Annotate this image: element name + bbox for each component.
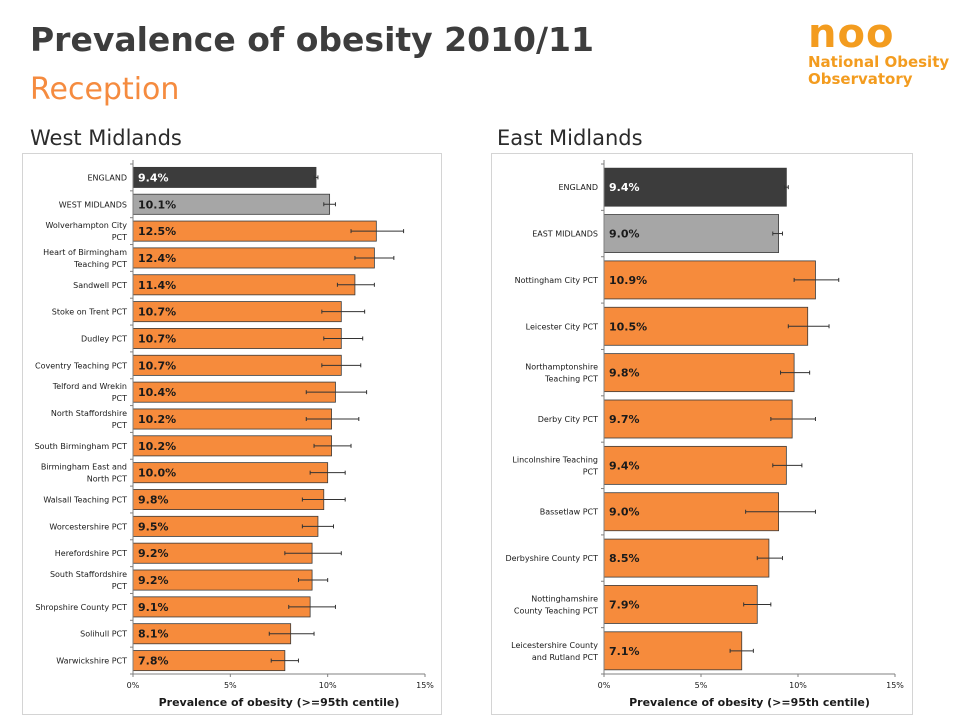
category-label: Heart of Birmingham	[43, 248, 127, 257]
bar	[603, 585, 758, 624]
category-label: Nottingham City PCT	[515, 276, 598, 285]
x-tick-label: 5%	[695, 681, 708, 690]
category-label: Solihull PCT	[80, 630, 127, 639]
logo-name-line-2: Observatory	[808, 70, 913, 88]
category-label: North Staffordshire	[51, 409, 127, 418]
category-label: Bassetlaw PCT	[540, 508, 598, 517]
x-tick-label: 15%	[886, 681, 904, 690]
data-label: 7.8%	[138, 655, 169, 668]
data-label: 9.4%	[609, 181, 640, 194]
x-tick-label: 15%	[416, 681, 434, 690]
data-label: 9.4%	[609, 459, 640, 472]
x-tick-label: 5%	[224, 681, 237, 690]
category-label: Leicester City PCT	[526, 322, 598, 331]
data-label: 10.7%	[138, 306, 176, 319]
west-midlands-heading: West Midlands	[30, 126, 182, 150]
category-label: WEST MIDLANDS	[59, 200, 127, 209]
data-label: 7.1%	[609, 645, 640, 658]
bar	[603, 306, 809, 346]
category-label: PCT	[112, 233, 127, 242]
category-label: Sandwell PCT	[73, 281, 127, 290]
category-label: ENGLAND	[559, 183, 599, 192]
category-label: Walsall Teaching PCT	[43, 496, 127, 505]
category-label: County Teaching PCT	[514, 606, 598, 615]
category-label: Worcestershire PCT	[49, 522, 127, 531]
data-label: 9.4%	[138, 171, 169, 184]
x-tick-label: 10%	[789, 681, 807, 690]
page-title: Prevalence of obesity 2010/11	[30, 20, 594, 59]
category-label: Herefordshire PCT	[55, 549, 127, 558]
data-label: 11.4%	[138, 279, 176, 292]
data-label: 10.7%	[138, 332, 176, 345]
category-label: PCT	[112, 582, 127, 591]
data-label: 8.1%	[138, 628, 169, 641]
x-tick-label: 10%	[319, 681, 337, 690]
data-label: 10.0%	[138, 467, 176, 480]
data-label: 10.4%	[138, 386, 176, 399]
category-label: PCT	[112, 421, 127, 430]
data-label: 9.8%	[138, 494, 169, 507]
data-label: 9.2%	[138, 574, 169, 587]
data-label: 9.1%	[138, 601, 169, 614]
bar	[603, 260, 816, 300]
category-label: North PCT	[87, 475, 127, 484]
data-label: 8.5%	[609, 552, 640, 565]
data-label: 9.8%	[609, 367, 640, 380]
bar	[603, 214, 780, 253]
data-label: 12.4%	[138, 252, 176, 265]
x-axis-label: Prevalence of obesity (>=95th centile)	[629, 696, 870, 709]
east-midlands-chart-svg: ENGLAND 9.4% EAST MIDLANDS 9.0% Nottingham C…	[505, 160, 904, 709]
category-label: PCT	[583, 467, 598, 476]
logo-short-name: noo	[808, 11, 895, 57]
category-label: EAST MIDLANDS	[532, 230, 598, 239]
category-label: Stoke on Trent PCT	[52, 308, 127, 317]
logo-name-line-1: National Obesity	[808, 53, 950, 71]
data-label: 10.5%	[609, 320, 647, 333]
x-axis-label: Prevalence of obesity (>=95th centile)	[159, 696, 400, 709]
category-label: and Rutland PCT	[532, 653, 598, 662]
category-label: Teaching PCT	[544, 375, 598, 384]
data-label: 10.1%	[138, 198, 176, 211]
category-label: Derbyshire County PCT	[505, 554, 598, 563]
category-label: Northamptonshire	[525, 363, 598, 372]
category-label: Derby City PCT	[538, 415, 598, 424]
data-label: 10.7%	[138, 359, 176, 372]
category-label: ENGLAND	[88, 173, 128, 182]
category-label: Telford and Wrekin	[52, 382, 127, 391]
west-midlands-chart: ENGLAND 9.4% WEST MIDLANDS 10.1% Wolverhampt…	[22, 153, 442, 715]
data-label: 12.5%	[138, 225, 176, 238]
x-tick-label: 0%	[127, 681, 140, 690]
noo-logo: noo National Obesity Observatory	[808, 14, 949, 88]
category-label: Lincolnshire Teaching	[512, 455, 598, 464]
data-label: 10.2%	[138, 413, 176, 426]
east-midlands-chart: ENGLAND 9.4% EAST MIDLANDS 9.0% Nottingham C…	[491, 153, 913, 715]
category-label: Teaching PCT	[73, 260, 127, 269]
category-label: South Staffordshire	[50, 570, 127, 579]
data-label: 9.5%	[138, 520, 169, 533]
data-label: 9.2%	[138, 547, 169, 560]
category-label: Coventry Teaching PCT	[35, 361, 127, 370]
data-label: 7.9%	[609, 598, 640, 611]
data-label: 9.0%	[609, 228, 640, 241]
category-label: Warwickshire PCT	[56, 657, 127, 666]
east-midlands-heading: East Midlands	[497, 126, 643, 150]
category-label: South Birmingham PCT	[35, 442, 128, 451]
data-label: 9.0%	[609, 506, 640, 519]
x-tick-label: 0%	[598, 681, 611, 690]
category-label: Shropshire County PCT	[35, 603, 127, 612]
data-label: 10.2%	[138, 440, 176, 453]
bar	[603, 538, 770, 578]
category-label: PCT	[112, 394, 127, 403]
data-label: 9.7%	[609, 413, 640, 426]
category-label: Birmingham East and	[41, 463, 127, 472]
category-label: Leicestershire County	[511, 641, 598, 650]
category-label: Wolverhampton City	[45, 221, 127, 230]
category-label: Nottinghamshire	[531, 594, 598, 603]
category-label: Dudley PCT	[81, 334, 127, 343]
data-label: 10.9%	[609, 274, 647, 287]
page-subtitle: Reception	[30, 72, 180, 107]
west-midlands-chart-svg: ENGLAND 9.4% WEST MIDLANDS 10.1% Wolverhampt…	[35, 160, 434, 709]
bar	[603, 353, 795, 393]
